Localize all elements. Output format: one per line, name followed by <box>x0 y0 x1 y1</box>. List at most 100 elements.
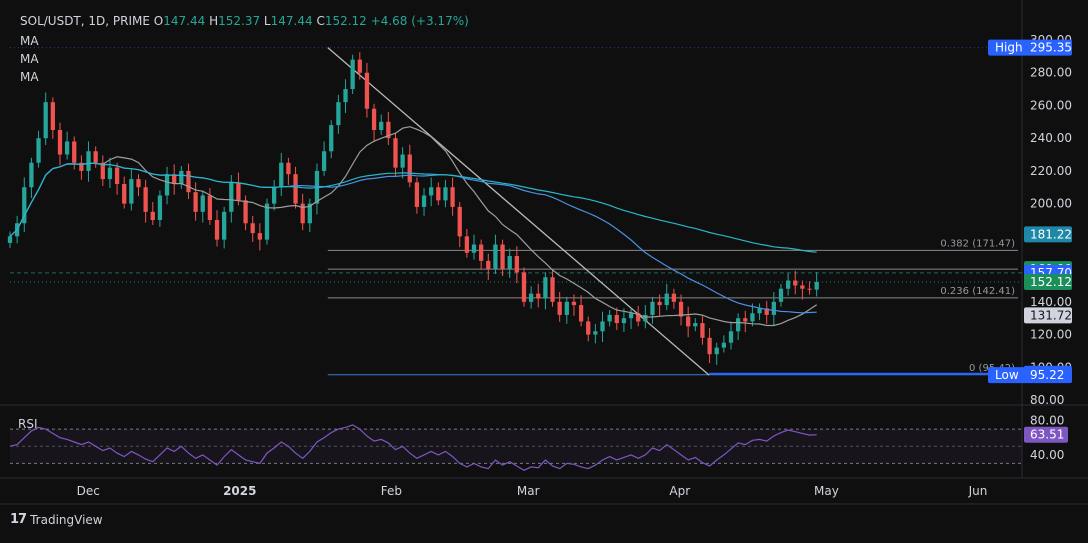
candle-body <box>136 179 141 188</box>
candle-body <box>471 244 477 253</box>
candle-body <box>586 321 591 335</box>
candle-body <box>578 305 584 322</box>
candle-body <box>207 195 213 220</box>
candle-body <box>57 130 63 155</box>
symbol-label: SOL/USDT, 1D, PRIME <box>20 14 150 28</box>
candle-body <box>386 121 391 139</box>
y-tick-label: 140.00 <box>1030 295 1072 309</box>
candle-body <box>671 293 677 302</box>
price-tag: 152.12 <box>1024 273 1072 290</box>
candle-body <box>7 236 13 243</box>
rsi-tag-bg <box>1024 426 1068 443</box>
candle-body <box>122 184 127 204</box>
ma-fast-line <box>9 126 818 327</box>
brand-name: TradingView <box>30 512 103 527</box>
candle-body <box>543 277 548 299</box>
candle-body <box>750 313 755 322</box>
candle-body <box>264 203 270 240</box>
indicator-ma-1[interactable]: MA <box>20 34 39 48</box>
y-tick-label: 260.00 <box>1030 98 1072 112</box>
candle-body <box>443 187 448 201</box>
candle-body <box>457 206 462 237</box>
candle-body <box>350 59 355 90</box>
candle-body <box>243 200 248 224</box>
candle-body <box>593 331 598 335</box>
candle-body <box>607 314 612 322</box>
x-tick-label: Jun <box>968 484 988 498</box>
candle-body <box>214 220 220 240</box>
y-tick-label: 220.00 <box>1030 164 1072 178</box>
candle-body <box>271 187 277 204</box>
candle-body <box>150 211 155 220</box>
candle-body <box>600 321 605 332</box>
candle-body <box>414 182 420 207</box>
candle-body <box>571 301 577 306</box>
candle-body <box>179 170 184 184</box>
candle-body <box>464 236 470 253</box>
close-label: C <box>316 14 325 28</box>
candle-body <box>286 162 291 175</box>
candle-body <box>50 102 55 130</box>
price-tag: 181.22 <box>1024 226 1072 243</box>
candle-body <box>614 314 619 324</box>
candle-body <box>771 301 776 315</box>
candle-body <box>764 308 769 315</box>
candle-body <box>379 121 384 130</box>
indicator-ma-3[interactable]: MA <box>20 70 39 84</box>
candle-body <box>785 280 791 289</box>
indicator-ma-2[interactable]: MA <box>20 52 39 66</box>
price-tag-bg <box>1024 226 1072 243</box>
tradingview-brand[interactable]: 𝟭𝟳 TradingView <box>10 512 103 527</box>
candle-body <box>307 203 312 224</box>
candle-body <box>693 323 698 327</box>
candle-body <box>329 125 334 152</box>
price-tag-bg <box>1024 307 1072 324</box>
candle-body <box>450 187 455 207</box>
candle-body <box>407 154 412 183</box>
candle-body <box>486 260 491 270</box>
candle-body <box>86 151 91 171</box>
candle-body <box>500 244 505 270</box>
y-tick-label: 200.00 <box>1030 197 1072 211</box>
price-tag-value: 295.35 <box>1030 41 1072 55</box>
candle-body <box>250 223 255 234</box>
price-tag-label: Low <box>995 368 1019 382</box>
price-tag: Low 95.22 <box>988 367 1072 384</box>
candle-body <box>222 211 227 240</box>
candle-body <box>778 288 784 302</box>
footer-bar <box>0 504 1088 539</box>
candle-body <box>507 256 512 270</box>
candle-body <box>479 244 484 261</box>
candle-body <box>564 301 569 315</box>
candle-body <box>93 151 98 163</box>
candle-body <box>536 293 541 299</box>
candle-body <box>200 195 205 212</box>
candle-body <box>521 272 527 302</box>
candle-body <box>707 337 712 355</box>
candle-body <box>357 59 362 73</box>
open-label: O <box>153 14 164 28</box>
candle-body <box>528 293 534 302</box>
price-tag-value: 152.12 <box>1030 275 1072 289</box>
low-label: L <box>263 14 271 28</box>
price-tag-value: 95.22 <box>1030 368 1064 382</box>
fib-level-label: 0.382 (171.47) <box>940 238 1015 249</box>
candle-body <box>79 162 84 171</box>
candle-body <box>493 244 498 270</box>
price-tag-bg <box>988 367 1072 384</box>
low-value: 147.44 <box>270 14 313 28</box>
candle-body <box>664 293 669 306</box>
price-tag-value: 131.72 <box>1030 308 1072 322</box>
x-tick-label: Mar <box>517 484 540 498</box>
candle-body <box>736 318 741 332</box>
candle-body <box>800 285 805 289</box>
candle-body <box>293 174 298 204</box>
candle-body <box>229 182 234 212</box>
candle-body <box>400 154 405 168</box>
candle-body <box>364 72 370 109</box>
candles <box>7 52 819 365</box>
price-tag-bg <box>988 39 1072 56</box>
candle-body <box>336 102 341 126</box>
